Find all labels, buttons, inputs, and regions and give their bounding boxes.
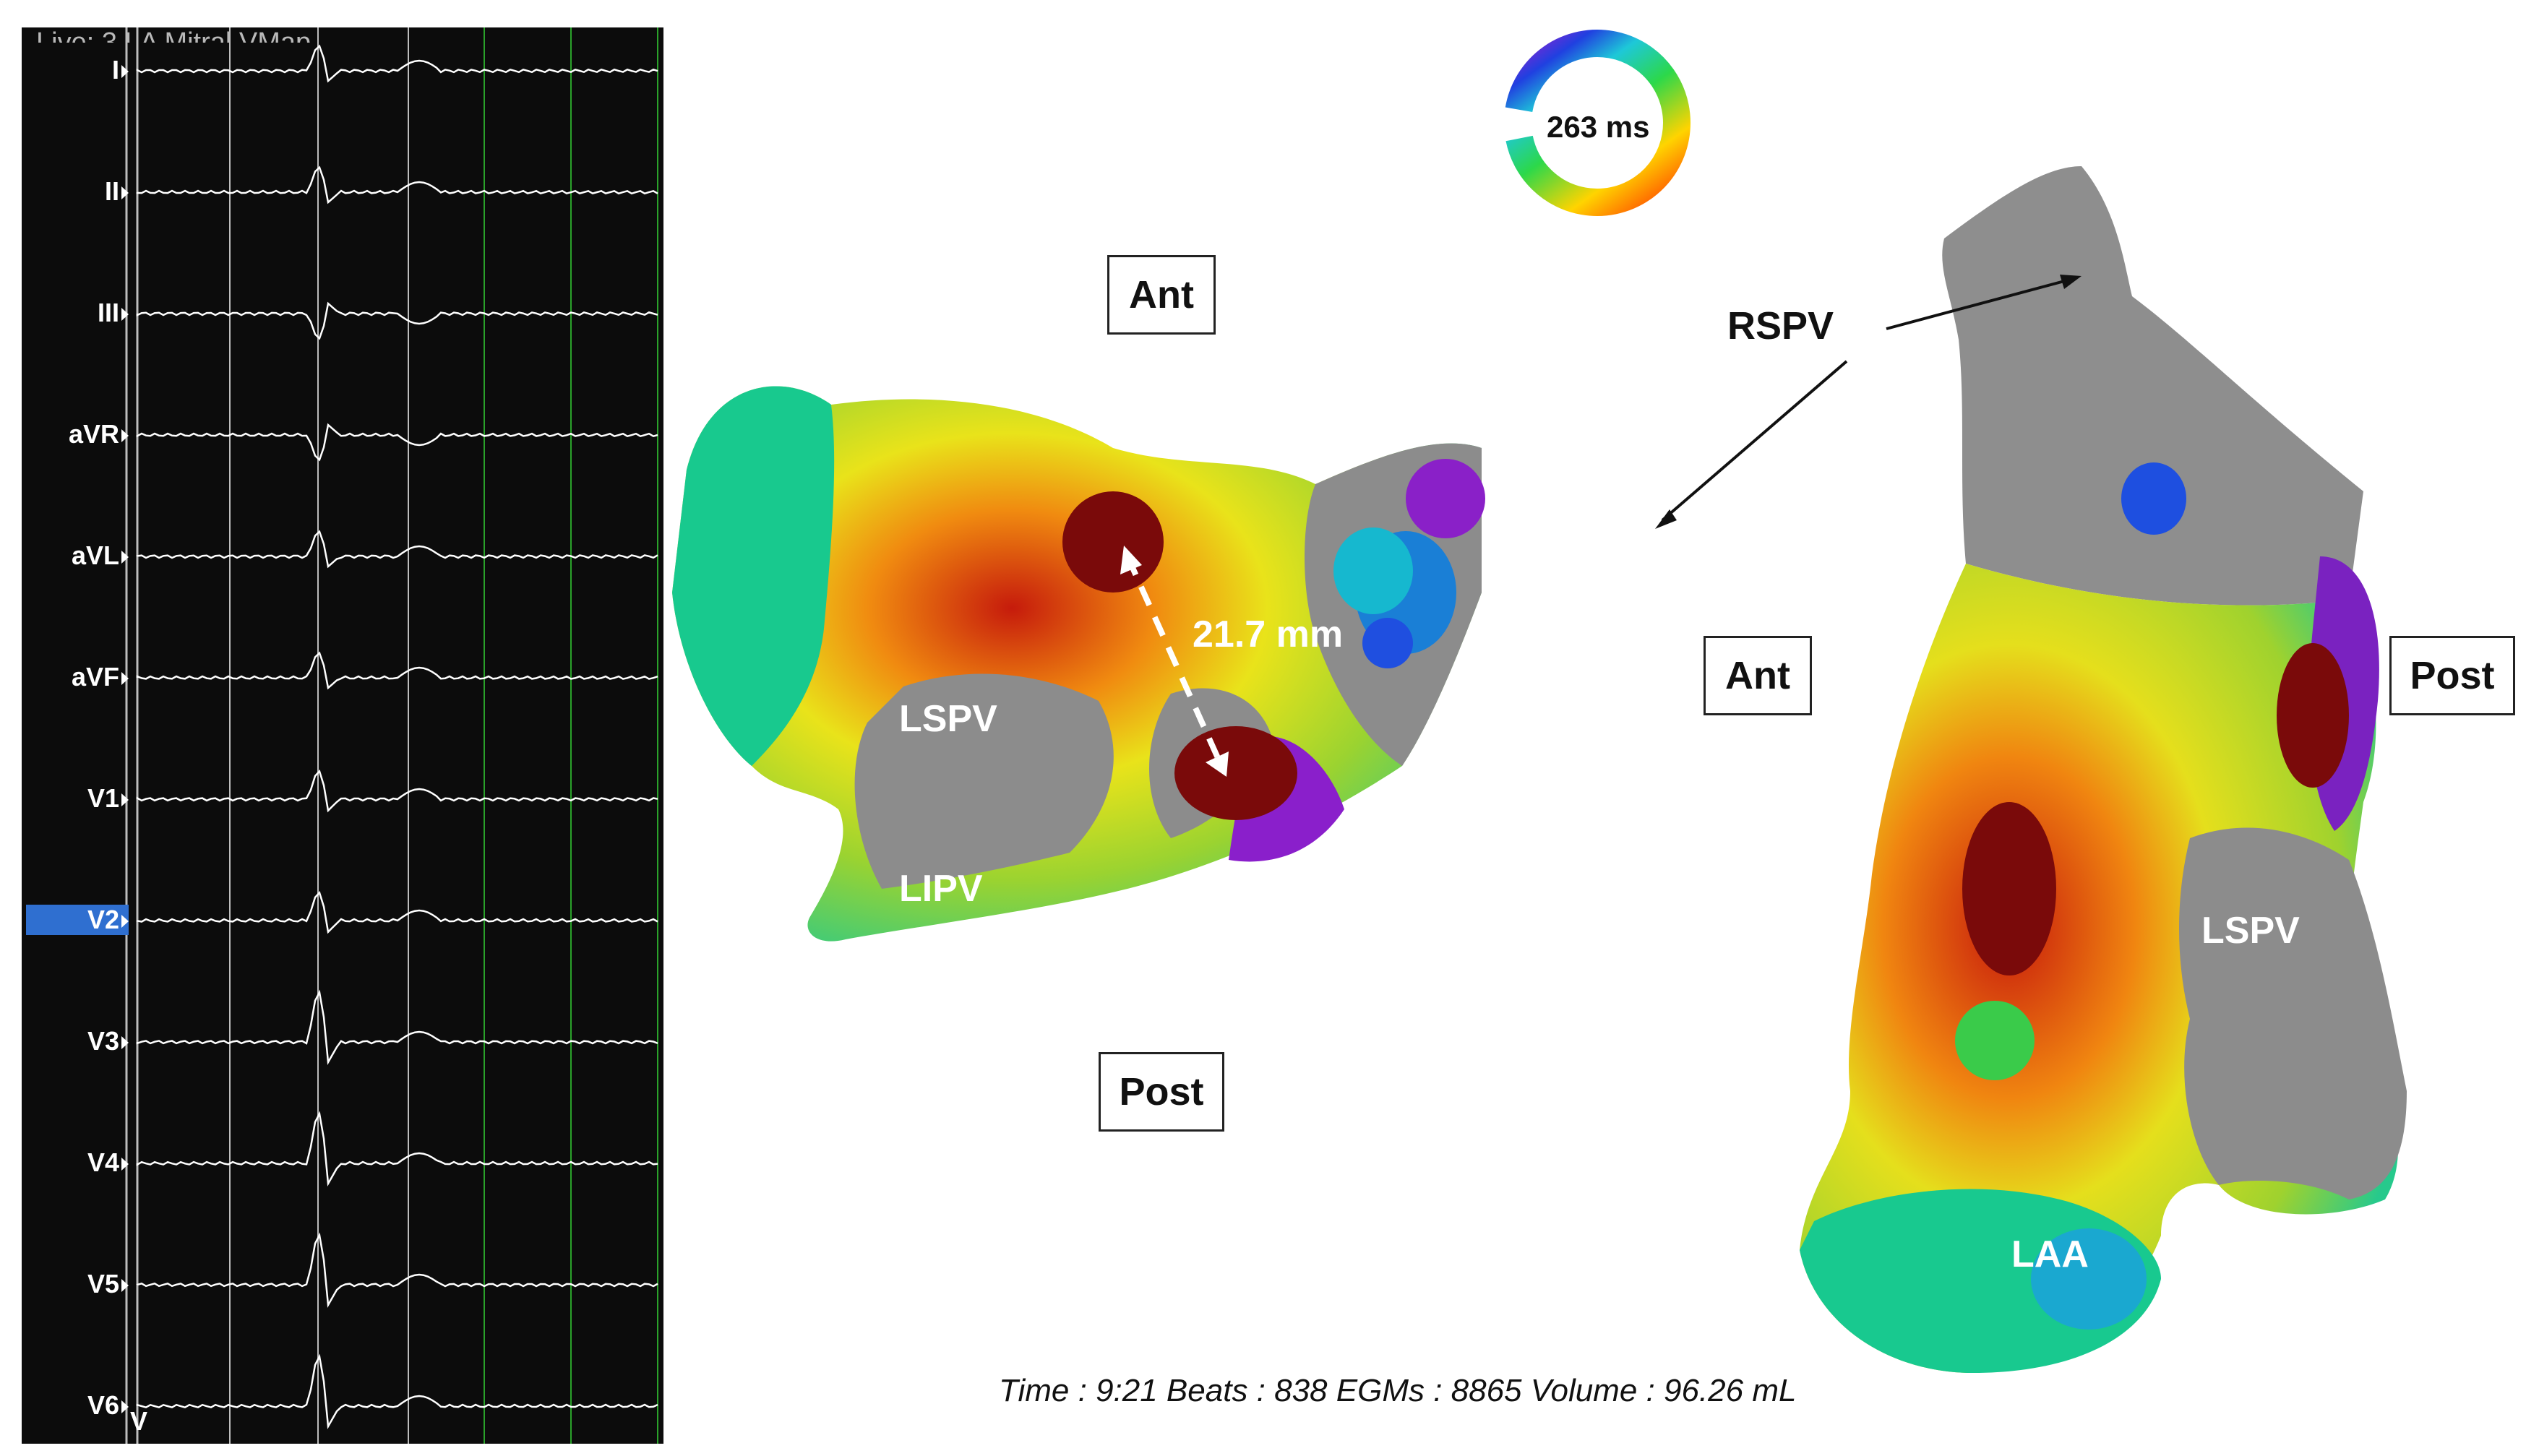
lead-label-text: aVR <box>68 419 119 449</box>
ecg-trace-avr <box>136 423 658 462</box>
lead-label-avf[interactable]: aVF <box>22 662 129 692</box>
lead-label-ii[interactable]: II <box>22 176 129 207</box>
lead-label-text: V6 <box>87 1390 119 1420</box>
lead-label-text: aVL <box>71 540 119 570</box>
lead-arrow-icon <box>121 672 129 686</box>
ecg-trace-i <box>136 44 658 83</box>
lead-label-text: I <box>111 55 119 85</box>
lead-arrow-icon <box>121 1400 129 1414</box>
lead-arrow-icon <box>121 429 129 443</box>
lead-arrow-icon <box>121 915 129 929</box>
la-map-right <box>1800 166 2407 1373</box>
distance-label: 21.7 mm <box>1193 613 1344 655</box>
lead-arrow-icon <box>121 65 129 79</box>
lead-label-text: V1 <box>87 783 119 813</box>
lead-label-text: II <box>104 176 119 206</box>
lead-label-text: V5 <box>87 1269 119 1298</box>
right-post-label: Post <box>2389 636 2515 715</box>
lead-label-v6[interactable]: V6 <box>22 1390 129 1421</box>
mapping-status-line: Time : 9:21 Beats : 838 EGMs : 8865 Volu… <box>999 1373 1797 1408</box>
lead-label-text: V3 <box>87 1026 119 1056</box>
ecg-trace-avf <box>136 651 658 690</box>
ecg-trace-v6 <box>136 1353 658 1430</box>
ecg-trace-iii <box>136 301 658 340</box>
ecg-trace-avl <box>136 530 658 569</box>
activation-time-value: 263 ms <box>1547 110 1650 144</box>
lead-label-i[interactable]: I <box>22 55 129 85</box>
left-ant-label: Ant <box>1107 255 1216 335</box>
lead-label-text: V4 <box>87 1147 119 1177</box>
lead-label-text: III <box>97 298 119 327</box>
ecg-panel: Live: 3 LA Mitral VMap I II III aVR aVL aVF V1… <box>22 27 663 1444</box>
left-lipv-label: LIPV <box>899 868 983 910</box>
ecg-trace-v5 <box>136 1232 658 1309</box>
ecg-trace-ii <box>136 165 658 204</box>
right-ant-label: Ant <box>1704 636 1812 715</box>
lead-arrow-icon <box>121 186 129 200</box>
left-lspv-label: LSPV <box>899 698 997 740</box>
distance-arrow <box>1120 546 1229 777</box>
lead-label-v1[interactable]: V1 <box>22 783 129 814</box>
lead-label-iii[interactable]: III <box>22 298 129 328</box>
right-lspv-label: LSPV <box>2201 910 2300 952</box>
ecg-trace-v2 <box>136 890 658 934</box>
lead-label-avr[interactable]: aVR <box>22 419 129 449</box>
rspv-pointer-lines <box>1655 275 2082 529</box>
ecg-traces <box>125 27 658 1444</box>
lead-arrow-icon <box>121 1158 129 1171</box>
lead-arrow-icon <box>121 1279 129 1293</box>
lead-arrow-icon <box>121 1036 129 1050</box>
lead-label-v5[interactable]: V5 <box>22 1269 129 1299</box>
extra-channel-label: V <box>130 1406 148 1436</box>
ecg-header: Live: 3 LA Mitral VMap <box>36 27 312 58</box>
rspv-label: RSPV <box>1727 304 1834 348</box>
lead-label-v2[interactable]: V2 <box>26 905 129 935</box>
left-post-label: Post <box>1099 1052 1224 1132</box>
lead-arrow-icon <box>121 793 129 807</box>
lead-arrow-icon <box>121 551 129 564</box>
ecg-trace-v3 <box>136 989 658 1066</box>
lead-arrow-icon <box>121 308 129 322</box>
ecg-trace-v4 <box>136 1111 658 1187</box>
lead-label-text: V2 <box>87 905 119 934</box>
lead-label-v4[interactable]: V4 <box>22 1147 129 1178</box>
lead-label-text: aVF <box>71 662 119 692</box>
activation-color-ring <box>1503 30 1690 216</box>
ecg-trace-v1 <box>136 769 658 813</box>
la-map-left <box>672 386 1485 942</box>
laa-label: LAA <box>2011 1233 2089 1275</box>
lead-label-v3[interactable]: V3 <box>22 1026 129 1056</box>
lead-label-avl[interactable]: aVL <box>22 540 129 571</box>
